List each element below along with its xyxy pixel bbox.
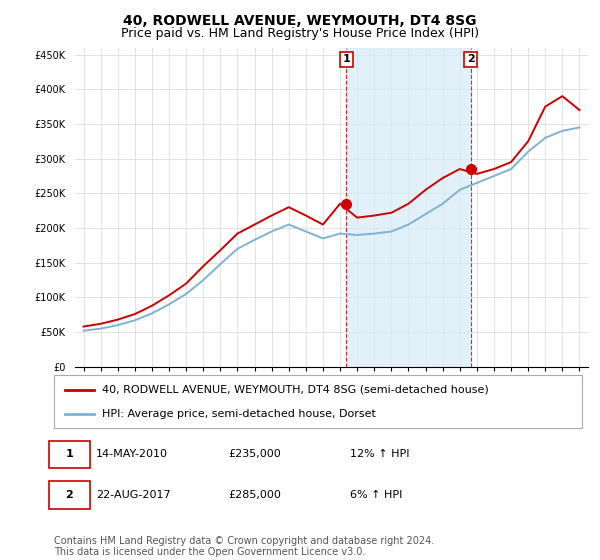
- Text: 2: 2: [467, 54, 475, 64]
- Text: Contains HM Land Registry data © Crown copyright and database right 2024.
This d: Contains HM Land Registry data © Crown c…: [54, 535, 434, 557]
- FancyBboxPatch shape: [54, 375, 582, 428]
- FancyBboxPatch shape: [49, 441, 90, 468]
- Text: 6% ↑ HPI: 6% ↑ HPI: [350, 490, 402, 500]
- Text: 12% ↑ HPI: 12% ↑ HPI: [350, 449, 409, 459]
- Text: 40, RODWELL AVENUE, WEYMOUTH, DT4 8SG: 40, RODWELL AVENUE, WEYMOUTH, DT4 8SG: [123, 14, 477, 28]
- Text: 1: 1: [343, 54, 350, 64]
- Text: £285,000: £285,000: [228, 490, 281, 500]
- Text: Price paid vs. HM Land Registry's House Price Index (HPI): Price paid vs. HM Land Registry's House …: [121, 27, 479, 40]
- Text: 1: 1: [65, 449, 73, 459]
- Text: £235,000: £235,000: [228, 449, 281, 459]
- Text: HPI: Average price, semi-detached house, Dorset: HPI: Average price, semi-detached house,…: [101, 409, 376, 419]
- Bar: [346, 48, 470, 367]
- Text: 22-AUG-2017: 22-AUG-2017: [96, 490, 171, 500]
- Text: 40, RODWELL AVENUE, WEYMOUTH, DT4 8SG (semi-detached house): 40, RODWELL AVENUE, WEYMOUTH, DT4 8SG (s…: [101, 385, 488, 395]
- FancyBboxPatch shape: [49, 482, 90, 508]
- Text: 14-MAY-2010: 14-MAY-2010: [96, 449, 168, 459]
- Text: 2: 2: [65, 490, 73, 500]
